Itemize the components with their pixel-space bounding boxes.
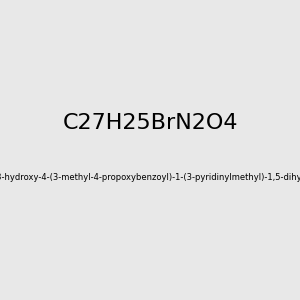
Text: C27H25BrN2O4: C27H25BrN2O4	[62, 113, 238, 133]
Text: 5-(4-Bromophenyl)-3-hydroxy-4-(3-methyl-4-propoxybenzoyl)-1-(3-pyridinylmethyl)-: 5-(4-Bromophenyl)-3-hydroxy-4-(3-methyl-…	[0, 172, 300, 182]
